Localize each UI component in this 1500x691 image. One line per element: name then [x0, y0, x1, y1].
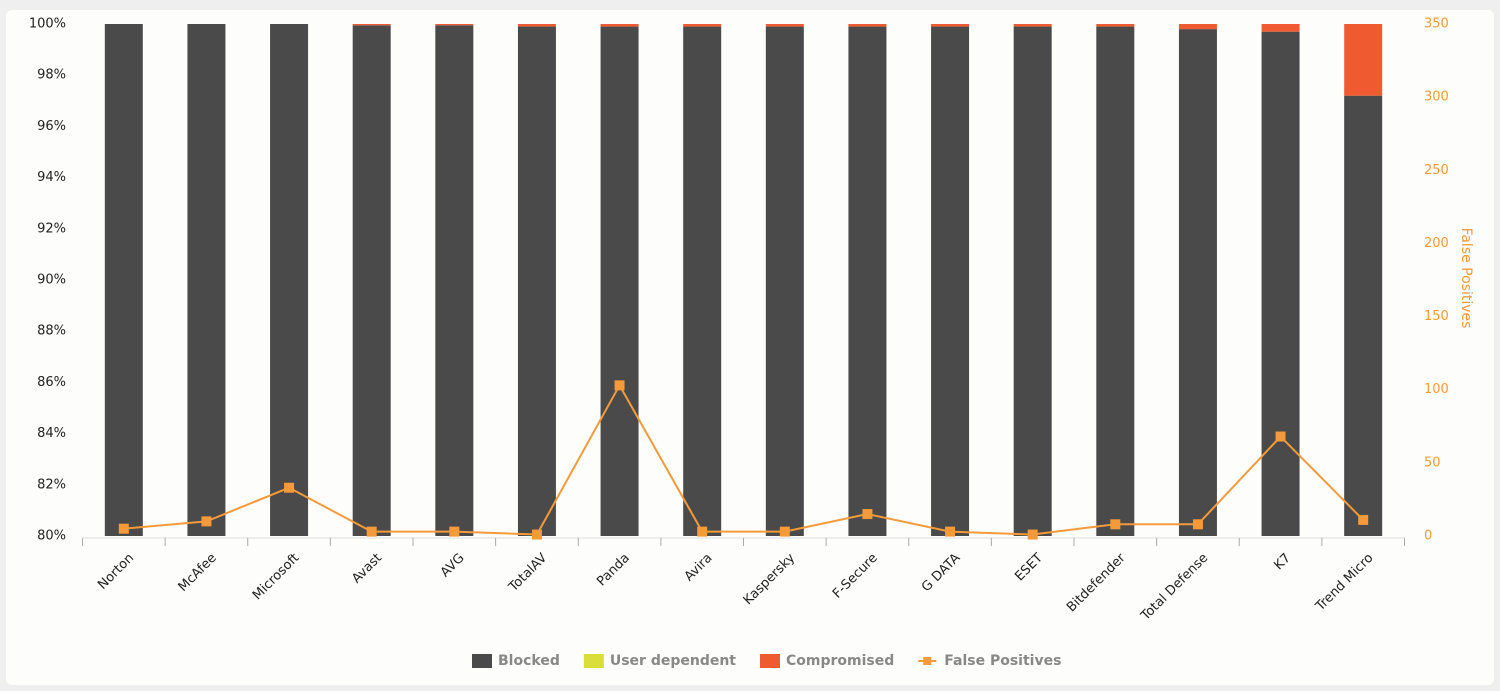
line-marker [1275, 431, 1286, 442]
bar-segment [765, 26, 804, 537]
line [123, 383, 1364, 536]
legend-label: Blocked [498, 653, 560, 669]
legend-swatch [760, 654, 780, 668]
line-marker [366, 526, 377, 537]
bar-segment [848, 26, 887, 537]
legend-label: Compromised [786, 653, 894, 669]
legend-swatch [583, 654, 604, 668]
bar-segment [683, 26, 722, 537]
x-tick-label: ESET [1012, 551, 1046, 585]
line-marker [284, 482, 295, 493]
x-tick-label: Avira [682, 551, 716, 585]
x-tick-label: McAfee [176, 551, 220, 595]
bar-segment [352, 24, 391, 26]
bar-segment [1096, 24, 1135, 27]
x-tick-label: TotalAV [505, 551, 550, 596]
card [6, 10, 1494, 685]
bar-segment [931, 24, 970, 27]
x-tick-label: Panda [594, 551, 633, 590]
bar-segment [600, 24, 639, 27]
bar-segment [1096, 26, 1135, 537]
line-marker [531, 529, 542, 540]
bar-segment [1344, 95, 1383, 537]
bar-segment [517, 26, 556, 537]
y-tick-label: 92% [37, 221, 66, 236]
x-tick-label: Microsoft [250, 551, 302, 603]
y-tick-label: 98% [37, 68, 66, 83]
x-tick-label: AVG [438, 551, 468, 581]
bar-segment [435, 25, 474, 537]
bar-segment [517, 24, 556, 27]
x-tick-label: Total Defense [1138, 551, 1212, 625]
bar-segment [1344, 24, 1383, 96]
legend-label: False Positives [944, 653, 1061, 669]
line-marker [1027, 529, 1038, 540]
line-marker [697, 526, 708, 537]
bar-segment [931, 26, 970, 537]
y2-axis-title: False Positives [1458, 228, 1474, 329]
y2-tick-label: 100 [1424, 382, 1449, 397]
line-marker [1358, 514, 1369, 525]
bar-segment [352, 25, 391, 537]
bar-segment [1013, 24, 1052, 27]
y2-tick-label: 50 [1424, 455, 1441, 470]
bar-segment [1178, 24, 1217, 30]
bar-segment [270, 24, 309, 536]
y2-tick-label: 250 [1424, 163, 1449, 178]
bar-segment [683, 24, 722, 27]
x-tick-label: K7 [1271, 551, 1293, 573]
y-tick-label: 90% [37, 273, 66, 288]
bar-segment [187, 24, 226, 536]
y-tick-label: 88% [37, 324, 66, 339]
bar-segment [765, 24, 804, 27]
y-tick-label: 94% [37, 170, 66, 185]
y-tick-label: 100% [29, 17, 66, 32]
bar-segment [848, 24, 887, 27]
line-marker [779, 526, 790, 537]
y2-tick-label: 150 [1424, 309, 1449, 324]
line-marker [945, 526, 956, 537]
y-tick-label: 84% [37, 426, 66, 441]
bar-segment [1178, 29, 1217, 537]
bar-segment [104, 24, 143, 536]
line-marker [1192, 519, 1203, 530]
bar-segment [600, 26, 639, 537]
y-tick-label: 82% [37, 477, 66, 492]
y-tick-label: 80% [37, 529, 66, 544]
x-tick-label: Trend Micro [1312, 551, 1376, 615]
x-tick-label: G DATA [919, 551, 963, 595]
y-tick-label: 96% [37, 119, 66, 134]
y2-tick-label: 0 [1424, 529, 1432, 544]
x-tick-label: Avast [349, 551, 385, 587]
line-marker [1110, 519, 1121, 530]
x-tick-label: Bitdefender [1064, 550, 1129, 615]
line-marker [201, 516, 212, 527]
line-marker [862, 509, 873, 520]
bar-segment [1013, 26, 1052, 537]
legend-swatch [472, 654, 492, 668]
y2-tick-label: 350 [1424, 17, 1449, 32]
y2-tick-label: 300 [1424, 90, 1449, 105]
x-tick-label: F-Secure [830, 551, 881, 602]
line-marker [118, 523, 129, 534]
line-marker [614, 380, 625, 391]
line-marker [449, 526, 460, 537]
x-tick-label: Kaspersky [741, 550, 799, 608]
y-tick-label: 86% [37, 375, 66, 390]
bar-segment [435, 24, 474, 26]
bar-segment [1261, 31, 1300, 537]
legend-label: User dependent [610, 653, 736, 669]
legend-swatch [923, 657, 932, 665]
x-tick-label: Norton [95, 551, 137, 593]
y2-tick-label: 200 [1424, 236, 1449, 251]
bar-segment [1261, 24, 1300, 32]
